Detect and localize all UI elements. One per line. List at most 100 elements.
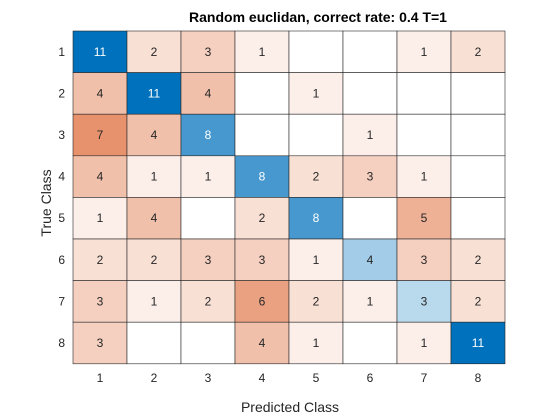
cell-4-4 [234, 155, 290, 198]
cell-3-4 [234, 113, 290, 157]
cell-4-5 [288, 155, 344, 198]
cell-label-7-4: 6 [259, 294, 266, 308]
cell-label-8-8: 11 [472, 336, 485, 350]
cell-label-2-1: 4 [97, 86, 104, 100]
cell-5-7 [396, 197, 452, 240]
cell-7-8 [450, 280, 506, 323]
cell-label-6-8: 2 [475, 253, 482, 267]
cell-label-6-3: 3 [205, 253, 212, 267]
cell-label-4-1: 4 [97, 170, 104, 184]
cell-label-8-5: 1 [313, 336, 320, 350]
cell-label-6-4: 3 [259, 253, 266, 267]
matrix-cells: 11 2 3 1 1 24 11 4 17 4 8 14 1 1 8 2 3 11 4 2 8 52 2 3 3 1 4 3 23 1 2 6… [72, 30, 506, 365]
cell-label-4-7: 1 [421, 170, 428, 184]
cell-2-3 [180, 72, 236, 115]
cell-3-8 [450, 113, 506, 157]
cell-4-3 [180, 155, 236, 198]
cell-2-7 [396, 72, 452, 115]
cell-1-3 [180, 30, 236, 73]
x-axis-label: Predicted Class [241, 399, 339, 415]
cell-8-3 [180, 321, 236, 365]
cell-label-5-7: 5 [421, 211, 428, 225]
x-tick-label: 2 [151, 371, 158, 385]
cell-label-2-3: 4 [205, 86, 212, 100]
y-tick-label: 6 [58, 253, 65, 267]
x-tick-labels: 1 2 3 4 5 6 7 8 [97, 371, 482, 385]
y-tick-label: 7 [58, 294, 65, 308]
cell-2-1 [72, 72, 128, 115]
cell-label-1-8: 2 [475, 45, 482, 59]
y-tick-label: 4 [58, 170, 65, 184]
x-tick-label: 6 [367, 371, 374, 385]
x-tick-label: 8 [475, 371, 482, 385]
cell-2-6 [342, 72, 398, 115]
cell-6-8 [450, 238, 506, 281]
cell-label-3-1: 7 [97, 128, 104, 142]
cell-label-8-7: 1 [421, 336, 428, 350]
cell-label-6-5: 1 [313, 253, 320, 267]
cell-2-8 [450, 72, 506, 115]
cell-4-7 [396, 155, 452, 198]
cell-8-8 [450, 321, 506, 365]
cell-2-4 [234, 72, 290, 115]
cell-label-6-2: 2 [151, 253, 158, 267]
cell-1-1 [72, 30, 128, 73]
cell-1-6 [342, 30, 398, 73]
y-tick-label: 3 [58, 128, 65, 142]
cell-1-2 [126, 30, 182, 73]
cell-4-8 [450, 155, 506, 198]
cell-7-5 [288, 280, 344, 323]
cell-4-2 [126, 155, 182, 198]
cell-label-4-6: 3 [367, 170, 374, 184]
cell-label-1-2: 2 [151, 45, 158, 59]
cell-7-4 [234, 280, 290, 323]
cell-2-2 [126, 72, 182, 115]
cell-label-6-6: 4 [367, 253, 374, 267]
y-tick-label: 2 [58, 86, 65, 100]
y-tick-labels: 1 2 3 4 5 6 7 8 [58, 45, 65, 350]
y-tick-label: 5 [58, 211, 65, 225]
cell-8-4 [234, 321, 290, 365]
cell-2-5 [288, 72, 344, 115]
cell-8-6 [342, 321, 398, 365]
cell-4-6 [342, 155, 398, 198]
cell-5-2 [126, 197, 182, 240]
cell-3-2 [126, 113, 182, 157]
cell-label-5-5: 8 [313, 211, 320, 225]
cell-7-1 [72, 280, 128, 323]
cell-5-6 [342, 197, 398, 240]
x-tick-label: 4 [259, 371, 266, 385]
cell-8-5 [288, 321, 344, 365]
cell-label-1-4: 1 [259, 45, 266, 59]
cell-label-4-4: 8 [259, 170, 266, 184]
cell-6-3 [180, 238, 236, 281]
cell-label-3-6: 1 [367, 128, 374, 142]
cell-3-6 [342, 113, 398, 157]
cell-label-1-1: 11 [94, 45, 107, 59]
cell-4-1 [72, 155, 128, 198]
cell-label-6-1: 2 [97, 253, 104, 267]
cell-label-8-4: 4 [259, 336, 266, 350]
chart-title: Random euclidan, correct rate: 0.4 T=1 [189, 9, 447, 25]
cell-label-4-5: 2 [313, 170, 320, 184]
x-tick-label: 5 [313, 371, 320, 385]
cell-3-7 [396, 113, 452, 157]
cell-label-1-7: 1 [421, 45, 428, 59]
x-tick-label: 1 [97, 371, 104, 385]
cell-label-6-7: 3 [421, 253, 428, 267]
cell-8-7 [396, 321, 452, 365]
y-axis-label: True Class [38, 169, 54, 236]
cell-8-2 [126, 321, 182, 365]
cell-5-4 [234, 197, 290, 240]
cell-label-3-3: 8 [205, 128, 212, 142]
x-tick-label: 3 [205, 371, 212, 385]
cell-5-5 [288, 197, 344, 240]
cell-label-4-3: 1 [205, 170, 212, 184]
cell-7-2 [126, 280, 182, 323]
cell-5-8 [450, 197, 506, 240]
cell-label-5-2: 4 [151, 211, 158, 225]
cell-6-5 [288, 238, 344, 281]
cell-label-8-1: 3 [97, 336, 104, 350]
cell-label-2-2: 11 [148, 86, 161, 100]
